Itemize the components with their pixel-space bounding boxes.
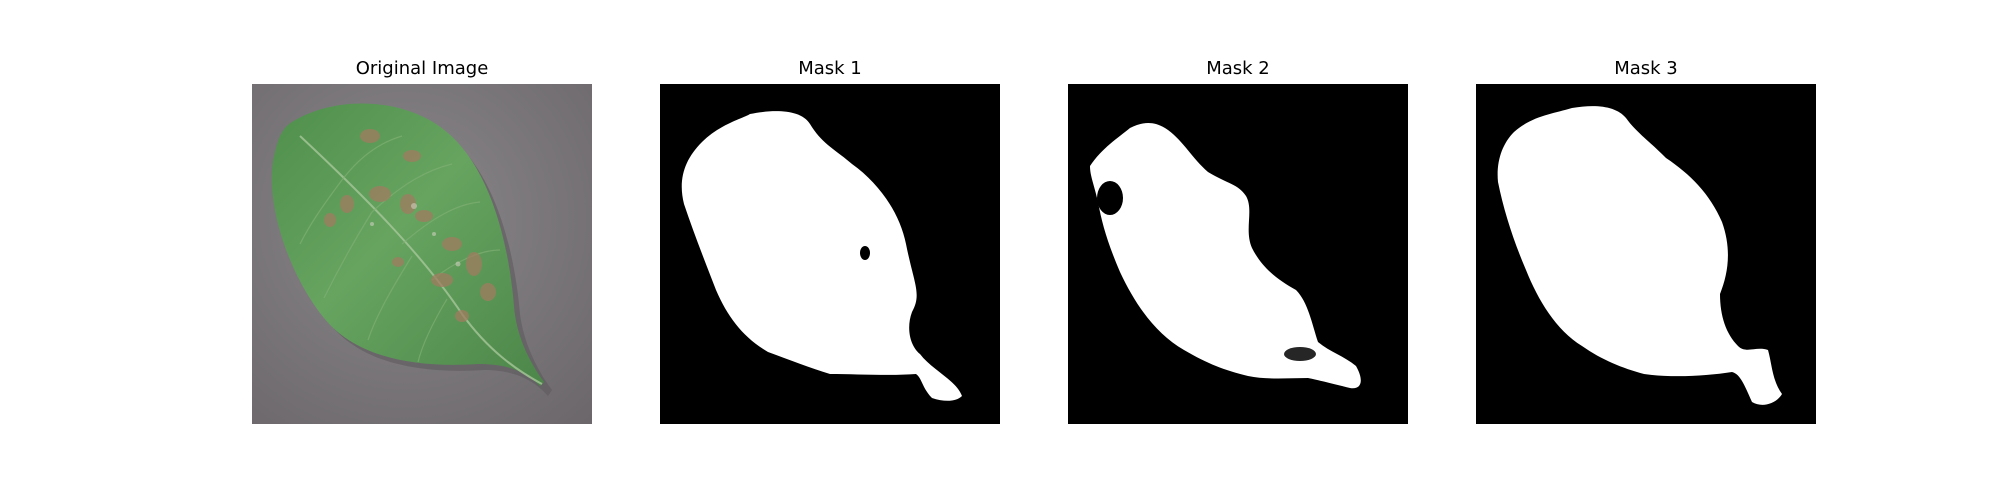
panel-original-image: Original Image: [252, 0, 592, 500]
panel-mask-3: Mask 3: [1476, 0, 1816, 500]
mask-1-image: [660, 84, 1000, 424]
panel-title: Mask 2: [1206, 58, 1270, 79]
mask-3-image: [1476, 84, 1816, 424]
panel-mask-1: Mask 1: [660, 0, 1000, 500]
panel-title: Mask 3: [1614, 58, 1678, 79]
panel-title: Original Image: [355, 58, 489, 79]
panel-title: Mask 1: [798, 58, 862, 79]
original-leaf-image: [252, 84, 592, 424]
panel-mask-2: Mask 2: [1068, 0, 1408, 500]
mask-2-image: [1068, 84, 1408, 424]
